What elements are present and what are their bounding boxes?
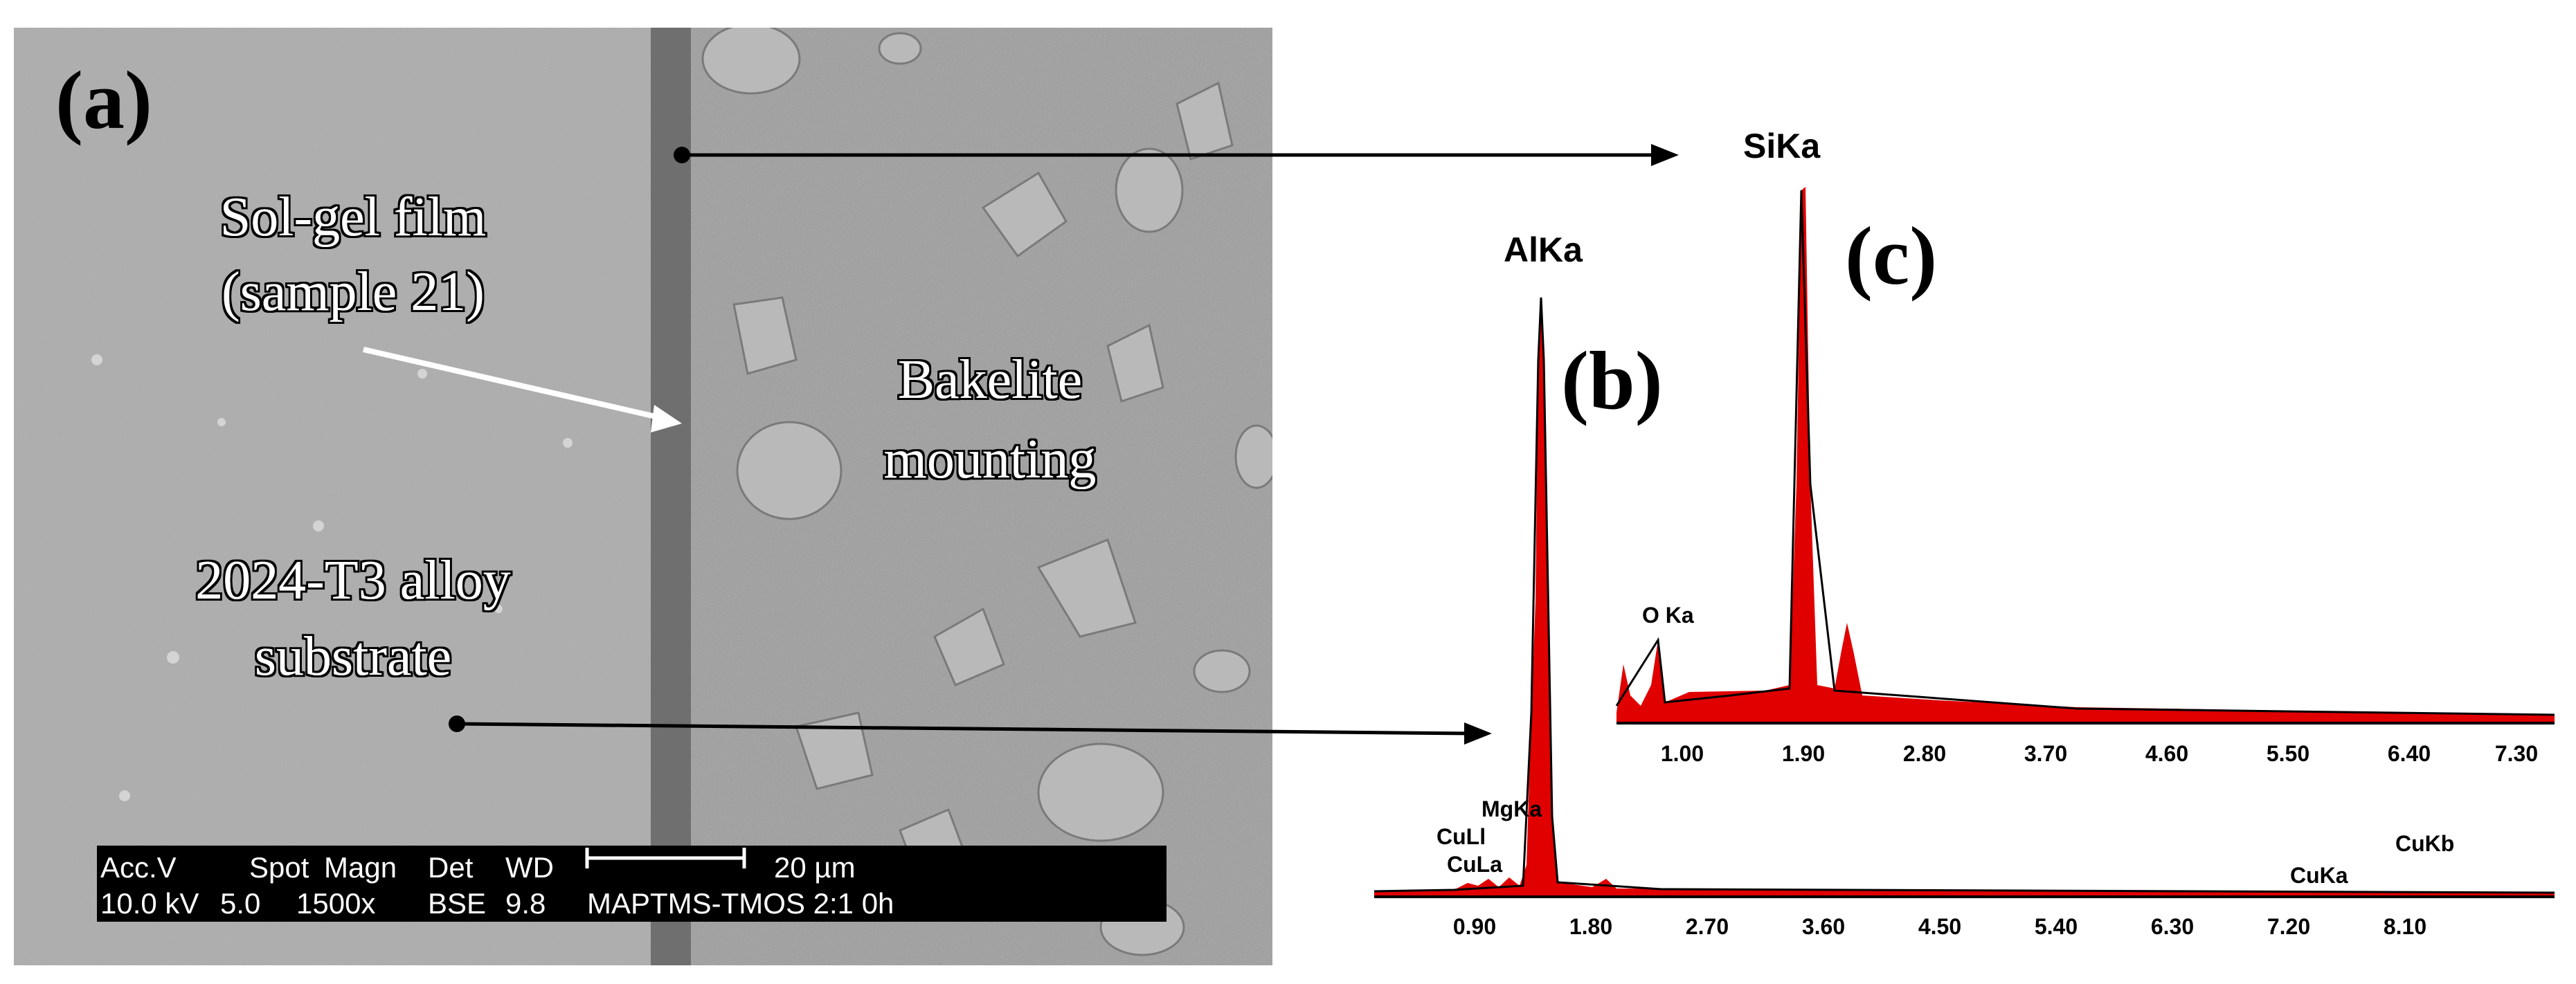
label-bakelite-line2: mounting bbox=[884, 429, 1097, 490]
leader-arrows bbox=[449, 144, 1679, 745]
peak-oka: O Ka bbox=[1642, 603, 1694, 628]
c-tick-5: 5.50 bbox=[2267, 741, 2309, 766]
b-tick-4: 4.50 bbox=[1918, 914, 1961, 939]
panel-label-a: (a) bbox=[55, 54, 152, 146]
peak-alka: AlKa bbox=[1504, 230, 1583, 269]
spectrum-b: 0.90 1.80 2.70 3.60 4.50 5.40 6.30 7.20 … bbox=[1373, 230, 2555, 939]
b-tick-7: 7.20 bbox=[2267, 914, 2310, 939]
databar-accv-label: Acc.V bbox=[100, 851, 177, 884]
arrow-to-spectrum-b-head bbox=[1464, 722, 1492, 745]
databar-sample-name: MAPTMS-TMOS 2:1 0h bbox=[587, 887, 894, 920]
spectrum-b-ticks: 0.90 1.80 2.70 3.60 4.50 5.40 6.30 7.20 … bbox=[1453, 914, 2426, 939]
spectrum-c-peak-labels: SiKa O Ka bbox=[1642, 127, 1821, 628]
filler-particles bbox=[701, 28, 1272, 956]
peak-cula: CuLa bbox=[1447, 852, 1502, 877]
c-tick-4: 4.60 bbox=[2145, 741, 2188, 766]
c-tick-6: 6.40 bbox=[2388, 741, 2431, 766]
label-bakelite-line1: Bakelite bbox=[898, 349, 1083, 410]
b-tick-3: 3.60 bbox=[1802, 914, 1845, 939]
databar-magn-value: 1500x bbox=[296, 887, 375, 920]
databar-spot-value: 5.0 bbox=[220, 887, 260, 920]
databar-spot-label: Spot bbox=[249, 851, 309, 884]
b-tick-5: 5.40 bbox=[2035, 914, 2078, 939]
databar-scale-label: 20 µm bbox=[774, 851, 856, 884]
databar-accv-value: 10.0 kV bbox=[100, 887, 199, 920]
label-solgel-line1: Sol-gel film bbox=[220, 187, 486, 248]
sem-labels: Sol-gel film (sample 21) Bakelite mounti… bbox=[195, 187, 1096, 687]
spectrum-c-ticks: 1.00 1.90 2.80 3.70 4.60 5.50 6.40 7.30 bbox=[1661, 741, 2538, 766]
c-tick-2: 2.80 bbox=[1903, 741, 1946, 766]
label-alloy-line1: 2024-T3 alloy bbox=[195, 550, 510, 611]
b-tick-8: 8.10 bbox=[2384, 914, 2426, 939]
c-tick-1: 1.90 bbox=[1782, 741, 1825, 766]
c-tick-3: 3.70 bbox=[2024, 741, 2067, 766]
film-pointer-arrow bbox=[363, 347, 682, 432]
spectrum-b-peak-labels: AlKa MgKa CuLl CuLa CuKa CuKb bbox=[1436, 230, 2454, 888]
peak-mgka: MgKa bbox=[1481, 796, 1542, 821]
panel-label-c: (c) bbox=[1845, 210, 1937, 302]
sem-micrograph: (a) Sol-gel film (sample 21) Bakelite mo… bbox=[14, 28, 1272, 965]
sem-databar: Acc.V Spot Magn Det WD 20 µm 10.0 kV 5.0… bbox=[97, 846, 1167, 922]
b-tick-1: 1.80 bbox=[1569, 914, 1612, 939]
label-alloy-line2: substrate bbox=[255, 626, 451, 687]
peak-sika: SiKa bbox=[1743, 127, 1821, 165]
databar-wd-value: 9.8 bbox=[505, 887, 546, 920]
c-tick-0: 1.00 bbox=[1661, 741, 1704, 766]
databar-magn-label: Magn bbox=[324, 851, 397, 884]
b-tick-0: 0.90 bbox=[1453, 914, 1496, 939]
databar-det-label: Det bbox=[428, 851, 474, 884]
label-solgel-line2: (sample 21) bbox=[222, 262, 485, 322]
scale-bar bbox=[585, 848, 746, 868]
alloy-texture bbox=[14, 28, 651, 965]
arrow-to-spectrum-c-head bbox=[1651, 144, 1679, 166]
spectrum-b-outline bbox=[1373, 297, 2555, 894]
spectrum-c-fill bbox=[1616, 187, 2555, 723]
spectrum-c-outline bbox=[1615, 190, 2555, 716]
panel-label-b: (b) bbox=[1561, 334, 1663, 426]
peak-cukb: CuKb bbox=[2395, 831, 2454, 856]
b-tick-6: 6.30 bbox=[2151, 914, 2194, 939]
c-tick-7: 7.30 bbox=[2495, 741, 2538, 766]
solgel-film-band bbox=[651, 28, 691, 965]
peak-cull: CuLl bbox=[1436, 824, 1486, 849]
arrow-to-spectrum-b bbox=[456, 722, 1475, 736]
b-tick-2: 2.70 bbox=[1686, 914, 1729, 939]
peak-cuka: CuKa bbox=[2290, 863, 2348, 888]
databar-wd-label: WD bbox=[505, 851, 554, 884]
spectrum-c: 1.00 1.90 2.80 3.70 4.60 5.50 6.40 7.30 … bbox=[1613, 127, 2555, 766]
databar-det-value: BSE bbox=[428, 887, 486, 920]
